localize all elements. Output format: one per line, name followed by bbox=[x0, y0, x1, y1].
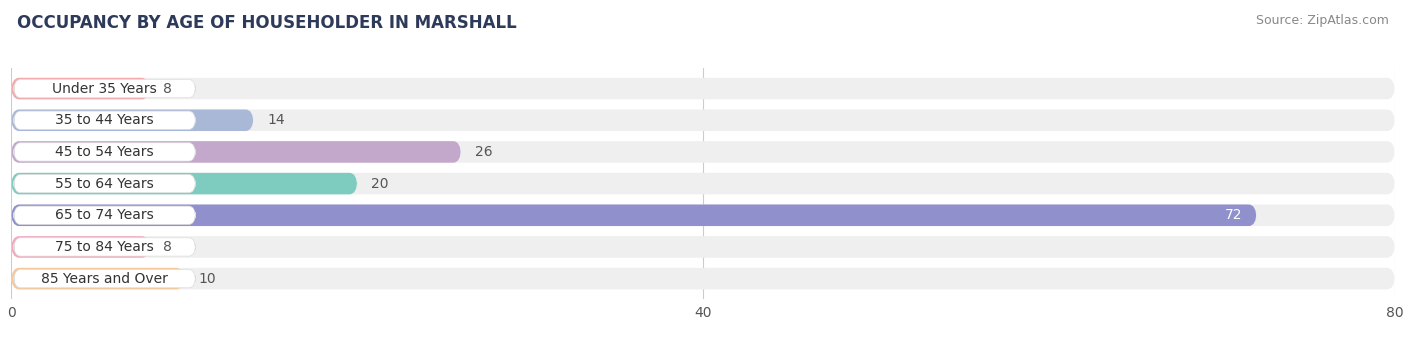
FancyBboxPatch shape bbox=[11, 173, 1395, 194]
Text: 8: 8 bbox=[163, 82, 173, 96]
FancyBboxPatch shape bbox=[11, 78, 149, 99]
FancyBboxPatch shape bbox=[14, 174, 195, 193]
Text: 8: 8 bbox=[163, 240, 173, 254]
FancyBboxPatch shape bbox=[11, 141, 1395, 163]
Text: Source: ZipAtlas.com: Source: ZipAtlas.com bbox=[1256, 14, 1389, 27]
FancyBboxPatch shape bbox=[11, 268, 1395, 289]
FancyBboxPatch shape bbox=[11, 141, 461, 163]
FancyBboxPatch shape bbox=[11, 78, 1395, 99]
FancyBboxPatch shape bbox=[11, 173, 357, 194]
FancyBboxPatch shape bbox=[11, 236, 149, 258]
FancyBboxPatch shape bbox=[11, 204, 1395, 226]
Text: 26: 26 bbox=[475, 145, 492, 159]
Text: 65 to 74 Years: 65 to 74 Years bbox=[55, 208, 155, 222]
Text: 85 Years and Over: 85 Years and Over bbox=[41, 272, 169, 286]
Text: 55 to 64 Years: 55 to 64 Years bbox=[55, 176, 155, 191]
Text: Under 35 Years: Under 35 Years bbox=[52, 82, 157, 96]
FancyBboxPatch shape bbox=[14, 111, 195, 130]
Text: 45 to 54 Years: 45 to 54 Years bbox=[55, 145, 153, 159]
Text: 10: 10 bbox=[198, 272, 215, 286]
FancyBboxPatch shape bbox=[14, 206, 195, 224]
FancyBboxPatch shape bbox=[11, 236, 1395, 258]
FancyBboxPatch shape bbox=[11, 204, 1257, 226]
FancyBboxPatch shape bbox=[14, 238, 195, 256]
Text: 20: 20 bbox=[371, 176, 388, 191]
FancyBboxPatch shape bbox=[14, 270, 195, 288]
FancyBboxPatch shape bbox=[14, 80, 195, 98]
Text: 14: 14 bbox=[267, 113, 285, 127]
FancyBboxPatch shape bbox=[11, 268, 184, 289]
FancyBboxPatch shape bbox=[14, 143, 195, 161]
Text: 75 to 84 Years: 75 to 84 Years bbox=[55, 240, 155, 254]
Text: 35 to 44 Years: 35 to 44 Years bbox=[55, 113, 153, 127]
Text: 72: 72 bbox=[1225, 208, 1243, 222]
FancyBboxPatch shape bbox=[11, 109, 1395, 131]
FancyBboxPatch shape bbox=[11, 109, 253, 131]
Text: OCCUPANCY BY AGE OF HOUSEHOLDER IN MARSHALL: OCCUPANCY BY AGE OF HOUSEHOLDER IN MARSH… bbox=[17, 14, 516, 32]
